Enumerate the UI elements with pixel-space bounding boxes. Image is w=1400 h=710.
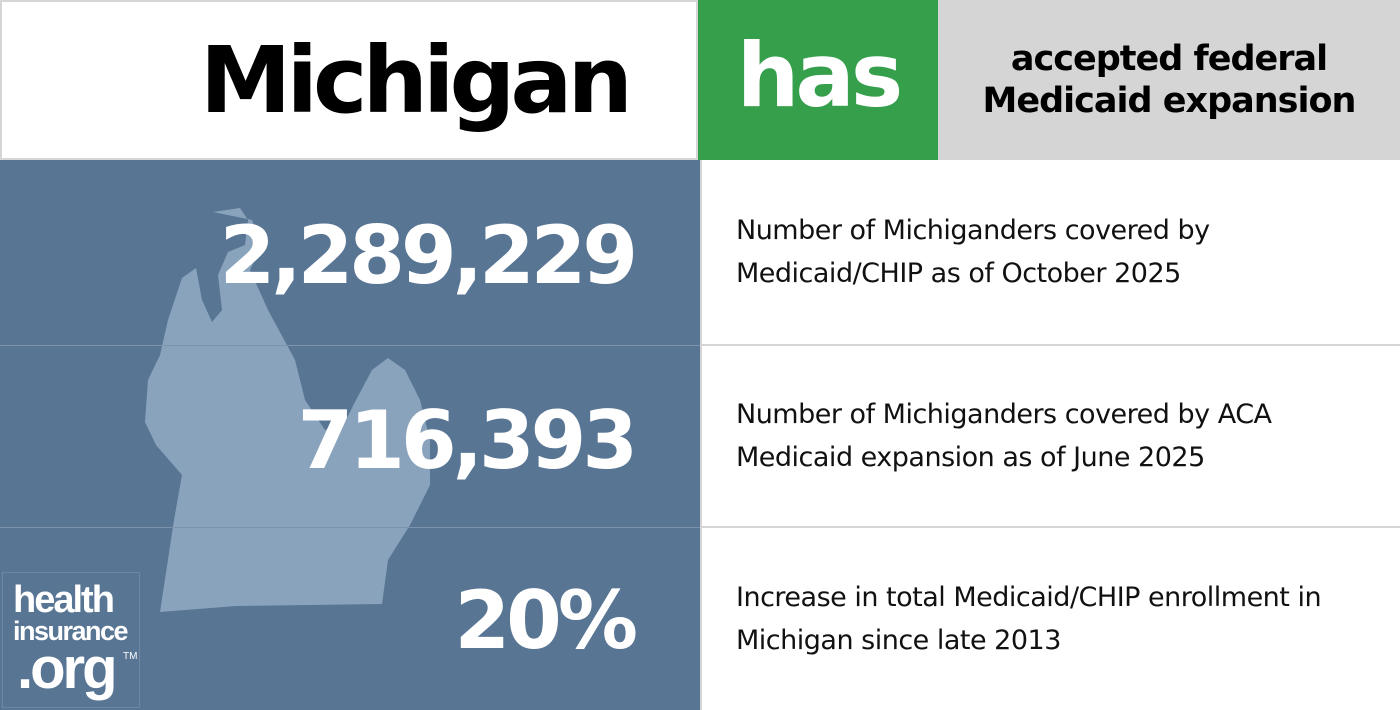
stat-label-row: Number of Michiganders covered by Medica… — [700, 160, 1400, 346]
stat-label: Number of Michiganders covered by ACA Me… — [736, 399, 1272, 473]
state-name: Michigan — [199, 26, 633, 134]
expansion-description: accepted federal Medicaid expansion — [938, 0, 1400, 160]
description-text: accepted federal Medicaid expansion — [982, 39, 1357, 121]
logo-line: insurance — [13, 616, 129, 646]
stat-label: Increase in total Medicaid/CHIP enrollme… — [736, 582, 1322, 656]
healthinsurance-logo: health insurance .org TM — [2, 572, 140, 708]
michigan-map-icon — [145, 208, 430, 612]
stat-label-row: Increase in total Medicaid/CHIP enrollme… — [700, 528, 1400, 710]
state-title: Michigan — [0, 0, 698, 160]
stat-value-increase: 20% — [454, 573, 638, 667]
expansion-status-badge: has — [698, 0, 938, 160]
stat-label: Number of Michiganders covered by Medica… — [736, 215, 1210, 289]
stat-label-row: Number of Michiganders covered by ACA Me… — [700, 346, 1400, 528]
status-text: has — [736, 23, 903, 127]
logo-line: .org — [17, 636, 118, 701]
divider — [0, 345, 700, 346]
stat-value-expansion: 716,393 — [297, 393, 638, 487]
logo-line: health — [13, 579, 115, 621]
logo-tm: TM — [123, 651, 138, 662]
divider — [0, 527, 700, 528]
stat-value-enrollment: 2,289,229 — [219, 208, 638, 302]
